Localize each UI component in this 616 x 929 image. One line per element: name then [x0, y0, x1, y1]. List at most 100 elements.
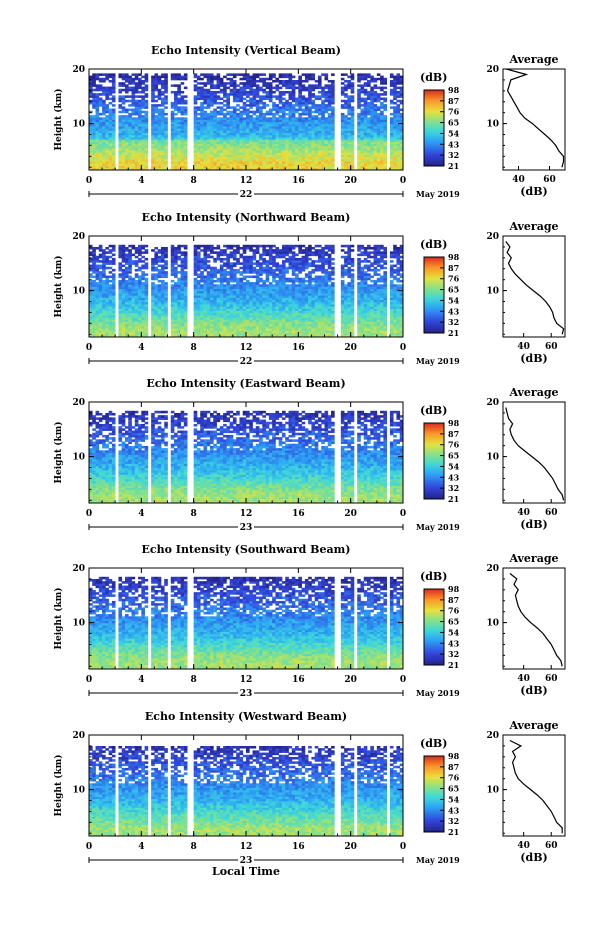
profile-frame	[502, 235, 566, 338]
x-tick-label: 16	[292, 509, 305, 519]
x-tick-label: 8	[191, 343, 197, 353]
y-tick-label: 20	[72, 564, 85, 574]
profile-y-tick-label: 10	[486, 453, 499, 463]
colorbar-tick-label: 87	[448, 263, 459, 273]
colorbar-frame	[423, 755, 445, 833]
colorbar-tick-label: 98	[448, 751, 460, 761]
profile-title: Average	[508, 386, 558, 399]
y-tick-label: 10	[72, 619, 85, 629]
panel-title: Echo Intensity (Southward Beam)	[142, 543, 351, 556]
x-tick-label: 4	[138, 675, 144, 685]
profile-y-tick-label: 20	[486, 232, 499, 242]
profile-y-tick-label: 20	[486, 65, 499, 75]
heatmap-field	[89, 576, 404, 670]
colorbar-tick-label: 32	[448, 150, 459, 160]
colorbar-tick-label: 76	[448, 107, 460, 117]
day-label-bg	[238, 855, 254, 865]
profile-panel: Average 20 10 40 60(dB)	[486, 552, 566, 697]
x-tick-label: 0	[86, 176, 92, 186]
day-label-bg	[238, 189, 254, 199]
profile-y-tick-label: 10	[486, 287, 499, 297]
date-label: May 2019	[416, 688, 460, 698]
colorbar-tick-label: 87	[448, 96, 459, 106]
y-axis-label: Height (km)	[53, 255, 64, 317]
colorbar-tick-label: 65	[448, 118, 459, 128]
colorbar-unit: (dB)	[420, 238, 447, 251]
profile-x-tick-label: 40	[517, 674, 530, 684]
colorbar-tick-label: 21	[448, 494, 459, 504]
y-tick-label: 10	[72, 786, 85, 796]
colorbar-tick-label: 43	[448, 139, 460, 149]
profile-frame	[502, 68, 566, 171]
x-tick-label: 8	[191, 176, 197, 186]
profile-frame	[502, 401, 566, 504]
colorbar-tick-label: 98	[448, 85, 460, 95]
x-tick-label: 0	[86, 343, 92, 353]
profile-y-tick-label: 20	[486, 564, 499, 574]
colorbar-tick-label: 54	[448, 128, 460, 138]
panel-3: Echo Intensity (Eastward Beam) 0 4 8 12 16 20 0…	[53, 377, 566, 533]
colorbar-unit: (dB)	[420, 71, 447, 84]
heatmap-field	[89, 745, 404, 837]
colorbar-tick-label: 54	[448, 794, 460, 804]
colorbar-tick-label: 87	[448, 429, 459, 439]
x-tick-label: 20	[344, 509, 357, 519]
profile-x-label: (dB)	[520, 185, 547, 198]
profile-x-tick-label: 60	[545, 508, 558, 518]
x-tick-label: 8	[191, 509, 197, 519]
profile-x-tick-label: 60	[545, 342, 558, 352]
day-label: 22	[240, 357, 253, 367]
x-tick-label: 20	[344, 842, 357, 852]
colorbar-tick-label: 21	[448, 660, 459, 670]
profile-x-label: (dB)	[520, 684, 547, 697]
profile-frame	[502, 734, 566, 837]
profile-panel: Average 20 10 40 60(dB)	[486, 53, 566, 198]
heatmap-field	[89, 244, 404, 338]
colorbar-tick-label: 76	[448, 606, 460, 616]
x-tick-label: 0	[400, 176, 406, 186]
x-tick-label: 20	[344, 176, 357, 186]
profile-line	[509, 739, 563, 834]
profile-panel: Average 20 10 40 60(dB)	[486, 719, 566, 864]
colorbar-tick-label: 43	[448, 306, 460, 316]
x-axis-label: Local Time	[212, 865, 280, 878]
colorbar-unit: (dB)	[420, 570, 447, 583]
profile-x-label: (dB)	[520, 518, 547, 531]
y-axis-label: Height (km)	[53, 754, 64, 816]
y-axis-label: Height (km)	[53, 421, 64, 483]
profile-x-tick-label: 40	[517, 342, 530, 352]
colorbar-frame	[423, 422, 445, 500]
x-tick-label: 4	[138, 343, 144, 353]
colorbar-tick-label: 76	[448, 773, 460, 783]
y-tick-label: 10	[72, 120, 85, 130]
colorbar-tick-label: 76	[448, 274, 460, 284]
date-label: May 2019	[416, 356, 460, 366]
date-label: May 2019	[416, 522, 460, 532]
colorbar-tick-label: 54	[448, 295, 460, 305]
colorbar	[424, 423, 444, 500]
profile-panel: Average 20 10 40 60(dB)	[486, 386, 566, 531]
date-label: May 2019	[416, 855, 460, 865]
colorbar-frame	[423, 256, 445, 334]
heatmap-field	[89, 73, 404, 171]
profile-y-tick-label: 10	[486, 120, 499, 130]
y-tick-label: 20	[72, 731, 85, 741]
y-tick-label: 20	[72, 398, 85, 408]
panel-5: Echo Intensity (Westward Beam) 0 4 8 12 16 20 0…	[53, 710, 566, 878]
panel-title: Echo Intensity (Eastward Beam)	[146, 377, 345, 390]
y-tick-label: 20	[72, 65, 85, 75]
heatmap-field	[89, 410, 404, 504]
profile-x-tick-label: 40	[512, 175, 525, 185]
x-tick-label: 12	[240, 343, 253, 353]
x-tick-label: 4	[138, 176, 144, 186]
colorbar-tick-label: 65	[448, 285, 459, 295]
day-label: 22	[240, 190, 253, 200]
profile-line	[505, 68, 565, 168]
colorbar-tick-label: 21	[448, 827, 459, 837]
x-tick-label: 0	[400, 509, 406, 519]
x-tick-label: 8	[191, 842, 197, 852]
day-label-bg	[238, 356, 254, 366]
colorbar-tick-label: 32	[448, 483, 459, 493]
colorbar-tick-label: 54	[448, 627, 460, 637]
